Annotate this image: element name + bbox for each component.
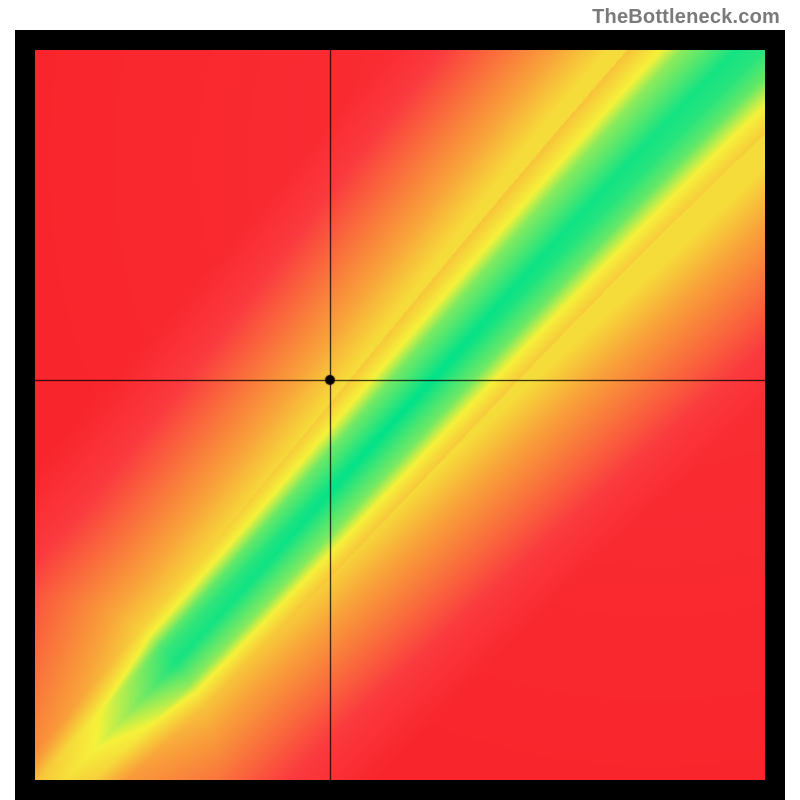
plot-area (35, 50, 765, 780)
plot-frame (15, 30, 785, 800)
heatmap-canvas (35, 50, 765, 780)
watermark-text: TheBottleneck.com (592, 6, 780, 29)
